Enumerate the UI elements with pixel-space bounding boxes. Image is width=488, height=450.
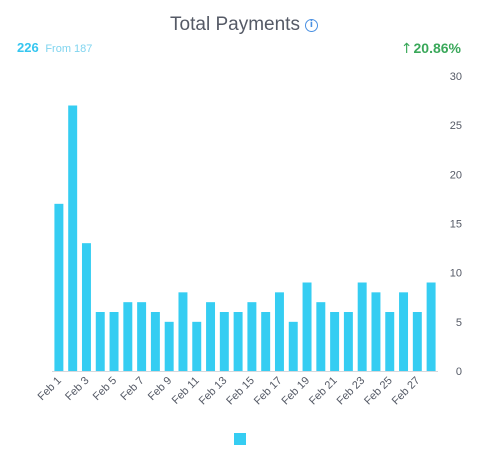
x-tick-label: Feb 19 <box>279 375 312 408</box>
chart-title-row: Total Payments i <box>0 14 488 36</box>
bar[interactable] <box>137 302 147 371</box>
kpi-change: ↑20.86% <box>401 40 461 57</box>
kpi-current: 226 From 187 <box>17 40 92 55</box>
bar[interactable] <box>288 321 298 371</box>
x-tick-label: Feb 3 <box>63 375 91 403</box>
x-tick-label: Feb 17 <box>252 375 285 408</box>
bar[interactable] <box>68 105 78 372</box>
current-value: 226 <box>17 40 39 55</box>
bar[interactable] <box>206 302 216 371</box>
x-tick-label: Feb 25 <box>362 375 395 408</box>
bar[interactable] <box>371 292 381 371</box>
info-icon[interactable]: i <box>304 18 318 32</box>
bar[interactable] <box>399 292 409 371</box>
bar[interactable] <box>412 312 422 371</box>
y-tick-label: 5 <box>456 317 462 329</box>
y-tick-label: 30 <box>450 71 462 83</box>
bar[interactable] <box>81 243 91 371</box>
legend-swatch[interactable] <box>234 433 246 445</box>
bar[interactable] <box>164 321 174 371</box>
x-tick-label: Feb 1 <box>36 375 64 403</box>
bar[interactable] <box>95 312 105 371</box>
bar[interactable] <box>274 292 284 371</box>
bar[interactable] <box>192 321 202 371</box>
bar[interactable] <box>302 282 312 372</box>
bar[interactable] <box>178 292 188 371</box>
chart-title: Total Payments <box>170 14 300 35</box>
y-tick-label: 0 <box>456 366 462 378</box>
change-value: 20.86% <box>413 40 461 56</box>
x-tick-label: Feb 7 <box>118 375 146 403</box>
bar[interactable] <box>316 302 326 371</box>
bar[interactable] <box>109 312 119 371</box>
x-tick-label: Feb 5 <box>91 375 119 403</box>
bar[interactable] <box>357 282 367 372</box>
x-tick-label: Feb 27 <box>390 375 423 408</box>
bar[interactable] <box>426 282 436 372</box>
from-value: From 187 <box>45 43 93 55</box>
bar[interactable] <box>233 312 243 371</box>
y-tick-label: 25 <box>450 120 462 132</box>
x-tick-label: Feb 11 <box>170 375 202 407</box>
arrow-up-icon: ↑ <box>400 41 413 57</box>
y-tick-label: 15 <box>450 219 462 231</box>
bar[interactable] <box>150 312 160 371</box>
x-tick-label: Feb 21 <box>307 375 340 408</box>
y-tick-label: 10 <box>450 268 462 280</box>
bar[interactable] <box>330 312 340 371</box>
x-tick-label: Feb 23 <box>335 375 368 408</box>
y-tick-label: 20 <box>450 169 462 181</box>
bar[interactable] <box>385 312 395 371</box>
bar[interactable] <box>261 312 271 371</box>
bar[interactable] <box>219 312 229 371</box>
x-tick-label: Feb 13 <box>197 375 230 408</box>
x-tick-label: Feb 15 <box>224 375 257 408</box>
bar[interactable] <box>247 302 257 371</box>
bar[interactable] <box>343 312 353 371</box>
bar[interactable] <box>54 203 64 371</box>
bar[interactable] <box>123 302 133 371</box>
